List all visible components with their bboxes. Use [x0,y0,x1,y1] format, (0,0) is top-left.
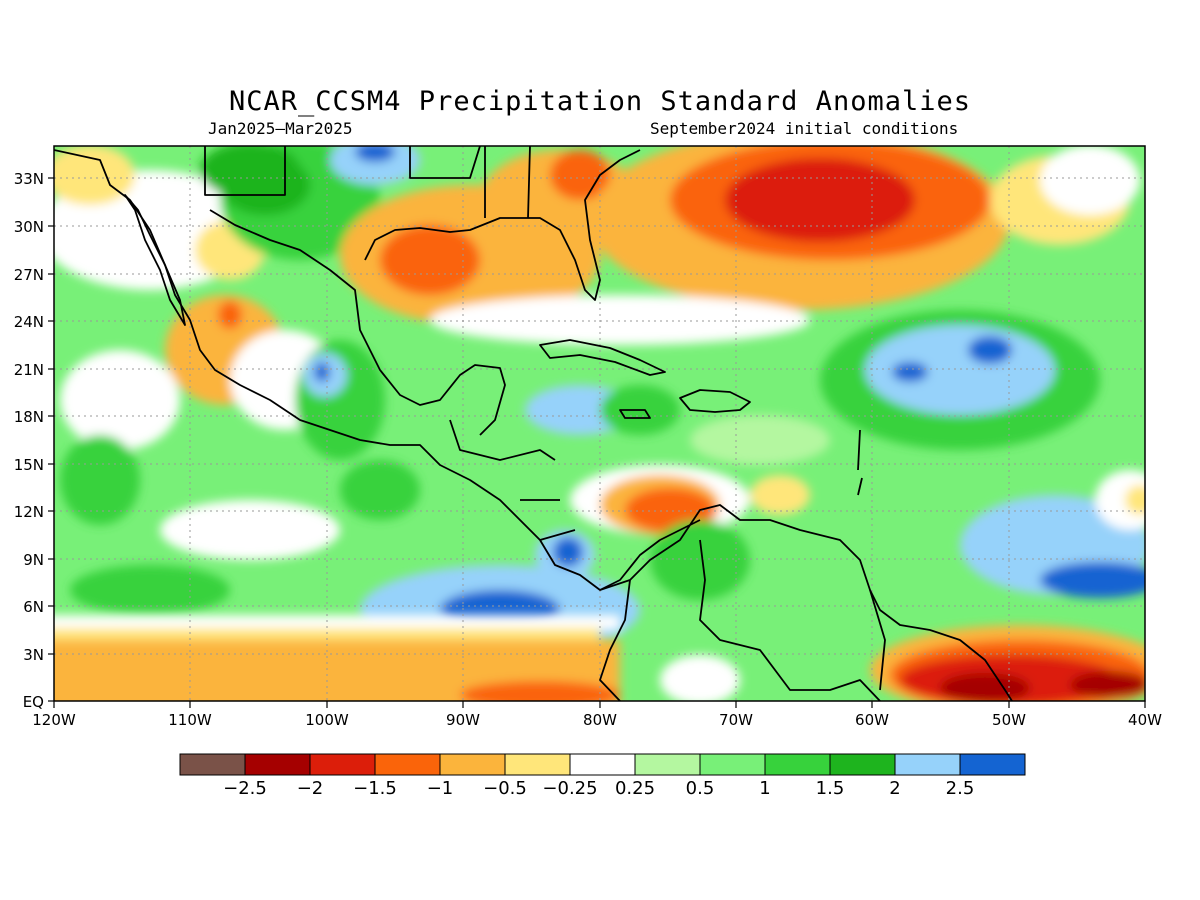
axis-ticks [48,177,1146,708]
colorbar-label: −0.5 [483,778,527,799]
anomaly-field [54,146,1145,701]
longitude-labels: 120W 110W 100W 90W 80W 70W 60W 50W 40W [32,711,1162,729]
colorbar-label: −2.5 [223,778,267,799]
colorbar-swatch [764,753,831,776]
colorbar-label: −0.25 [542,778,597,799]
coastlines [54,146,1013,701]
colorbar-label: 2 [889,778,900,799]
colorbar-swatch [309,753,376,776]
lat-label: 27N [14,266,44,284]
initial-conditions: September2024 initial conditions [650,119,959,138]
lon-label: 60W [855,711,889,729]
colorbar-label: 1.5 [816,778,845,799]
lat-label: 30N [14,218,44,236]
colorbar-swatch [179,753,246,776]
lat-label: 24N [14,313,44,331]
colorbar-label: 1 [759,778,770,799]
lat-label: 12N [14,503,44,521]
colorbar-swatch [504,753,571,776]
colorbar-swatch [439,753,506,776]
lon-label: 50W [992,711,1026,729]
lat-label: 15N [14,456,44,474]
colorbar-label: −1 [427,778,454,799]
lon-label: 70W [719,711,753,729]
forecast-period: Jan2025—Mar2025 [208,119,353,138]
lon-label: 120W [32,711,76,729]
colorbar-label: −1.5 [353,778,397,799]
colorbar-swatch [699,753,766,776]
latitude-labels: EQ 3N 6N 9N 12N 15N 18N 21N 24N 27N 30N … [14,170,44,711]
lon-label: 110W [168,711,212,729]
lon-label: 40W [1128,711,1162,729]
lon-label: 100W [305,711,349,729]
colorbar-label: 2.5 [946,778,975,799]
colorbar-label: 0.5 [686,778,715,799]
lon-label: 80W [583,711,617,729]
colorbar-swatch [959,753,1026,776]
lat-label: 21N [14,361,44,379]
lat-label: EQ [23,693,44,711]
colorbar-swatch [634,753,701,776]
colorbar-swatch [894,753,961,776]
lat-label: 9N [23,551,44,569]
lon-label: 90W [446,711,480,729]
colorbar-label: −2 [297,778,324,799]
colorbar-label: 0.25 [615,778,655,799]
colorbar-swatch [569,753,636,776]
lat-label: 33N [14,170,44,188]
map-title: NCAR_CCSM4 Precipitation Standard Anomal… [229,86,971,117]
lat-label: 6N [23,598,44,616]
colorbar: −2.5 −2 −1.5 −1 −0.5 −0.25 0.25 0.5 1 1.5 2 2.5 [179,753,1026,799]
lat-label: 3N [23,646,44,664]
colorbar-swatch [829,753,896,776]
colorbar-swatch [374,753,441,776]
colorbar-swatch [244,753,311,776]
lat-label: 18N [14,408,44,426]
